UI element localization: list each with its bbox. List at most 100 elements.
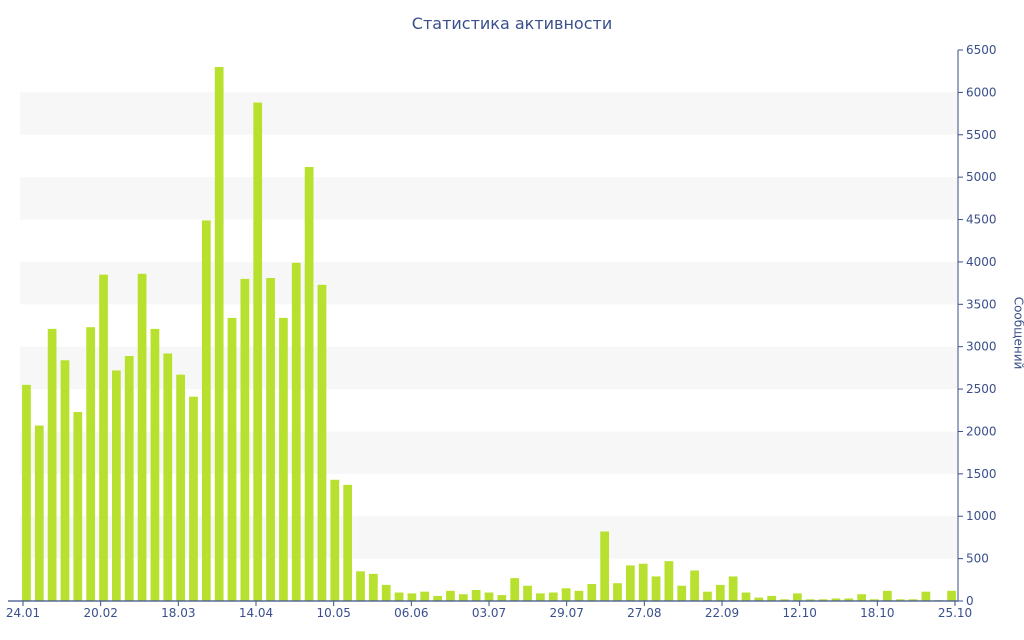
bar xyxy=(844,598,854,601)
grid-band xyxy=(20,92,958,135)
bar xyxy=(600,531,610,601)
bar xyxy=(266,278,275,601)
y-tick-label: 1000 xyxy=(966,509,997,523)
bar xyxy=(715,584,725,601)
bar xyxy=(446,590,455,601)
bar xyxy=(356,571,365,601)
y-tick-label: 4500 xyxy=(966,213,997,227)
bar xyxy=(690,570,699,601)
y-tick-label: 500 xyxy=(966,552,989,566)
grid-band xyxy=(20,177,958,220)
y-tick-label: 5500 xyxy=(966,128,997,142)
bar xyxy=(458,594,468,601)
bar xyxy=(818,599,828,601)
bar xyxy=(754,597,764,601)
bar xyxy=(176,374,185,601)
bar xyxy=(895,599,905,601)
bar xyxy=(523,585,532,601)
bar xyxy=(536,593,545,601)
x-tick-label: 20.02 xyxy=(83,606,117,620)
bar xyxy=(780,599,789,601)
x-tick-label: 27.08 xyxy=(627,606,661,620)
bar xyxy=(34,425,44,601)
bar xyxy=(381,584,391,601)
bar xyxy=(805,599,815,601)
grid-band xyxy=(20,516,958,559)
y-tick-label: 4000 xyxy=(966,255,997,269)
x-tick-label: 22.09 xyxy=(705,606,739,620)
grid-band xyxy=(20,431,958,474)
y-tick-label: 2000 xyxy=(966,424,997,438)
y-tick-label: 6000 xyxy=(966,85,997,99)
bar xyxy=(227,317,237,601)
bar xyxy=(625,565,635,601)
chart-title: Статистика активности xyxy=(411,14,613,33)
bar xyxy=(574,590,584,601)
bar xyxy=(201,220,211,601)
bar xyxy=(831,598,841,601)
x-tick-label: 18.10 xyxy=(860,606,894,620)
bar xyxy=(86,327,96,601)
bar xyxy=(651,576,661,601)
bar xyxy=(99,274,108,601)
bar xyxy=(870,599,879,601)
bar xyxy=(73,411,83,601)
x-tick-label: 10.05 xyxy=(316,606,350,620)
bar xyxy=(420,591,430,601)
grid-band xyxy=(20,346,958,390)
bar xyxy=(368,573,378,601)
y-tick-label: 5000 xyxy=(966,170,997,184)
bar xyxy=(587,584,597,601)
bar xyxy=(150,328,160,601)
bar xyxy=(510,578,520,601)
bar xyxy=(214,66,224,601)
y-tick-label: 3000 xyxy=(966,340,997,354)
bar xyxy=(240,278,250,601)
bar xyxy=(921,591,931,601)
bar xyxy=(741,592,751,601)
bar xyxy=(484,592,494,601)
bar xyxy=(433,595,442,601)
x-tick-label: 18.03 xyxy=(161,606,195,620)
bar xyxy=(638,563,648,601)
bar xyxy=(857,594,866,601)
bar xyxy=(163,353,173,601)
y-tick-label: 3500 xyxy=(966,297,997,311)
bar xyxy=(137,273,147,601)
bar xyxy=(317,284,327,601)
bar xyxy=(908,599,918,601)
bar xyxy=(47,328,57,601)
bar xyxy=(497,595,507,601)
x-tick-label: 25.10 xyxy=(938,606,972,620)
bar xyxy=(394,592,404,601)
x-tick-label: 14.04 xyxy=(239,606,273,620)
bar xyxy=(947,590,956,601)
bar xyxy=(189,396,198,601)
x-tick-label: 06.06 xyxy=(394,606,428,620)
x-tick-label: 03.07 xyxy=(472,606,506,620)
bar xyxy=(728,576,738,601)
bar xyxy=(677,585,687,601)
bar xyxy=(253,102,263,601)
x-tick-label: 12.10 xyxy=(782,606,816,620)
bar xyxy=(767,595,777,601)
bar xyxy=(548,592,558,601)
y-tick-label: 1500 xyxy=(966,467,997,481)
x-tick-label: 24.01 xyxy=(6,606,40,620)
bar xyxy=(343,484,353,601)
bar xyxy=(22,384,31,601)
bar xyxy=(304,166,314,602)
bar xyxy=(407,593,417,601)
bar xyxy=(471,589,481,601)
bar xyxy=(561,588,571,601)
bar xyxy=(330,479,340,601)
bar xyxy=(291,262,301,601)
bar xyxy=(613,583,622,601)
y-tick-label: 6500 xyxy=(966,43,997,57)
bar xyxy=(703,591,712,601)
bar xyxy=(882,590,892,601)
grid-band xyxy=(20,261,958,305)
bar xyxy=(664,561,674,601)
y-tick-label: 0 xyxy=(966,594,974,608)
